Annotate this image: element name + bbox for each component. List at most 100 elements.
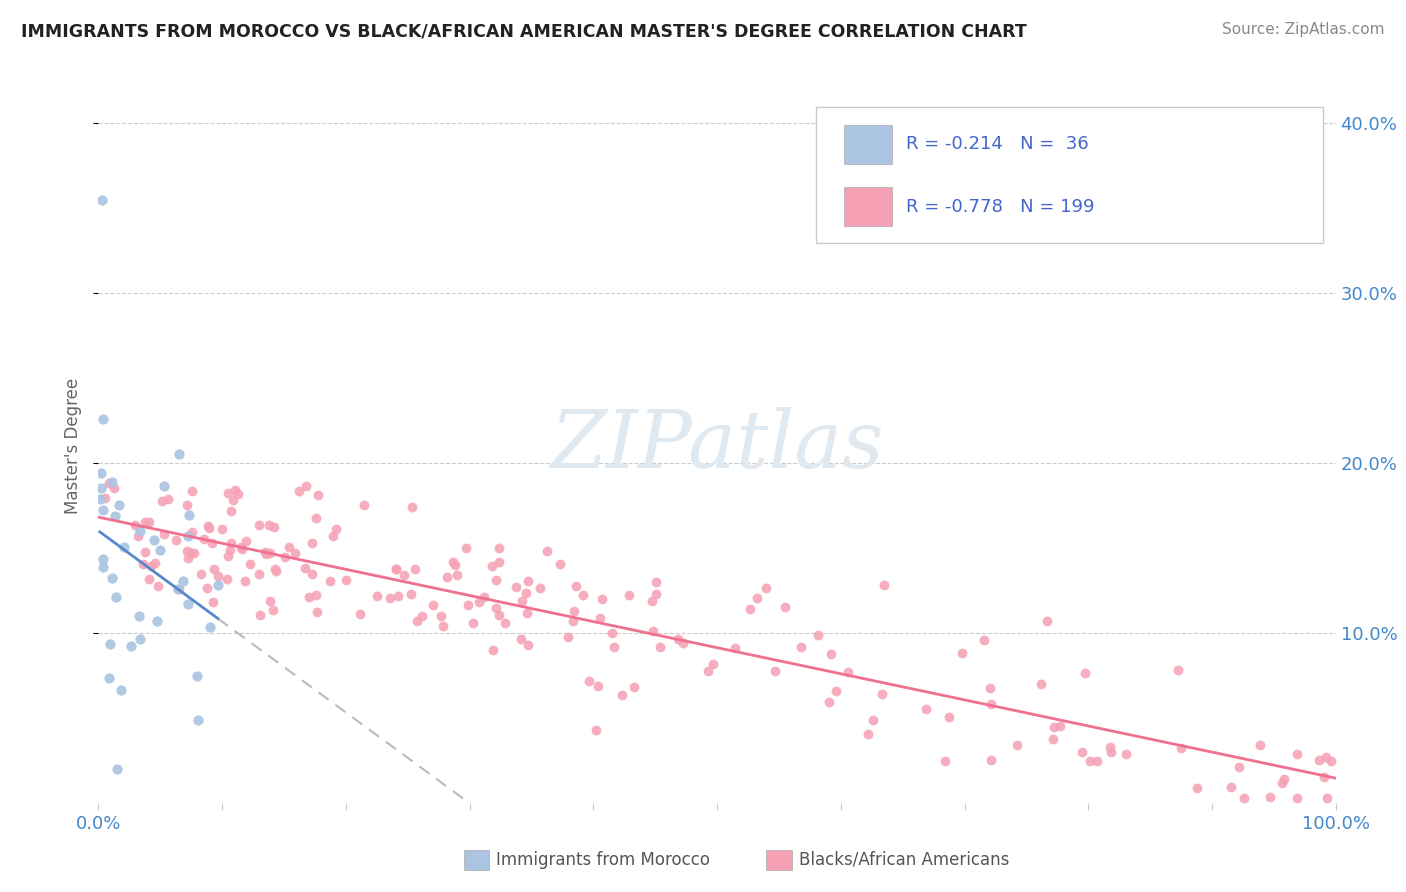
Point — [112, 540, 135, 554]
Point — [755, 581, 778, 595]
Point — [1098, 739, 1121, 754]
Point — [284, 546, 307, 560]
Text: Blacks/African Americans: Blacks/African Americans — [799, 851, 1010, 869]
Point — [262, 603, 284, 617]
Point — [253, 545, 276, 559]
Point — [387, 589, 409, 603]
Point — [128, 524, 150, 539]
Point — [167, 582, 190, 596]
Point — [186, 669, 208, 683]
Point — [1313, 770, 1336, 784]
Point — [385, 562, 408, 576]
Point — [104, 509, 127, 524]
Point — [1099, 745, 1122, 759]
Point — [979, 681, 1001, 695]
Point — [645, 574, 668, 589]
Point — [517, 638, 540, 652]
Point — [180, 546, 202, 560]
Point — [156, 491, 179, 506]
Point — [90, 481, 112, 495]
Point — [515, 586, 537, 600]
Point — [176, 498, 198, 512]
Point — [467, 595, 489, 609]
Point — [404, 562, 426, 576]
Point — [110, 683, 132, 698]
Point — [128, 632, 150, 647]
FancyBboxPatch shape — [815, 107, 1323, 243]
Point — [349, 607, 371, 621]
Point — [183, 545, 205, 559]
Point — [1115, 747, 1137, 762]
Point — [132, 557, 155, 571]
Point — [1316, 790, 1339, 805]
Point — [610, 689, 633, 703]
Point — [672, 636, 695, 650]
Text: IMMIGRANTS FROM MOROCCO VS BLACK/AFRICAN AMERICAN MASTER'S DEGREE CORRELATION CH: IMMIGRANTS FROM MOROCCO VS BLACK/AFRICAN… — [21, 22, 1026, 40]
Point — [98, 637, 121, 651]
Point — [128, 608, 150, 623]
Point — [190, 566, 212, 581]
Point — [197, 518, 219, 533]
Point — [516, 606, 538, 620]
Point — [177, 508, 200, 522]
Point — [488, 541, 510, 555]
Point — [870, 687, 893, 701]
Point — [980, 697, 1002, 711]
Point — [488, 608, 510, 623]
Point — [305, 605, 328, 619]
Point — [463, 616, 485, 631]
Point — [103, 482, 125, 496]
Point — [305, 511, 328, 525]
Point — [295, 478, 318, 492]
Point — [100, 475, 122, 489]
Point — [536, 544, 558, 558]
Point — [557, 630, 579, 644]
Point — [623, 680, 645, 694]
Point — [247, 566, 270, 581]
Point — [591, 592, 613, 607]
Point — [873, 578, 896, 592]
Point — [509, 632, 531, 646]
Point — [446, 568, 468, 582]
Point — [176, 550, 198, 565]
Point — [108, 499, 131, 513]
Point — [485, 573, 508, 587]
Point — [1272, 772, 1295, 787]
Point — [231, 541, 253, 556]
Point — [319, 574, 342, 588]
Point — [488, 555, 510, 569]
Point — [820, 647, 842, 661]
Point — [221, 536, 243, 550]
Point — [104, 590, 127, 604]
Point — [90, 466, 112, 480]
Point — [517, 574, 540, 588]
Point — [512, 594, 534, 608]
Point — [146, 614, 169, 628]
Point — [1286, 790, 1309, 805]
Point — [1285, 747, 1308, 761]
Point — [472, 591, 495, 605]
Point — [1029, 677, 1052, 691]
Point — [301, 535, 323, 549]
Point — [457, 598, 479, 612]
Point — [249, 607, 271, 622]
Point — [740, 602, 762, 616]
Point — [485, 601, 508, 615]
Point — [91, 552, 114, 566]
Point — [152, 527, 174, 541]
Point — [482, 643, 505, 657]
Point — [172, 574, 194, 589]
Text: Source: ZipAtlas.com: Source: ZipAtlas.com — [1222, 22, 1385, 37]
Point — [773, 600, 796, 615]
Point — [247, 518, 270, 533]
Point — [335, 573, 357, 587]
Point — [221, 492, 243, 507]
Point — [385, 561, 408, 575]
Point — [91, 560, 114, 574]
Point — [422, 599, 444, 613]
Point — [207, 569, 229, 583]
Point — [1049, 719, 1071, 733]
Point — [307, 488, 329, 502]
Point — [224, 483, 246, 497]
Point — [211, 522, 233, 536]
